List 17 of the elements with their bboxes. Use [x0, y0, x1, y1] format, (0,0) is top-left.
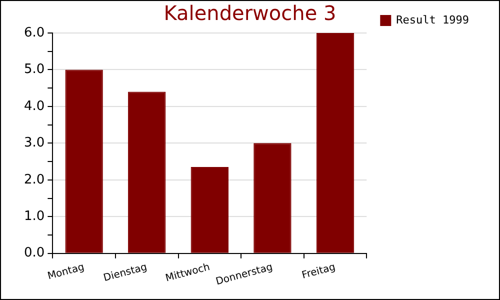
legend-label: Result 1999 — [396, 13, 470, 26]
chart-title: Kalenderwoche 3 — [164, 1, 336, 26]
bar — [190, 167, 228, 253]
y-tick-label: 0.0 — [24, 246, 45, 261]
bar — [316, 33, 354, 253]
y-tick-label: 2.0 — [24, 172, 45, 188]
x-tick-label: Montag — [46, 262, 86, 282]
bar — [254, 143, 292, 253]
y-tick-label: 4.0 — [24, 98, 45, 114]
y-tick-label: 6.0 — [24, 25, 45, 40]
y-tick-label: 3.0 — [24, 136, 45, 151]
y-tick-label: 1.0 — [24, 209, 45, 224]
y-tick-label: 5.0 — [24, 62, 45, 78]
x-tick-label: Freitag — [300, 262, 337, 282]
bar — [65, 70, 103, 253]
x-tick-label: Dienstag — [102, 262, 148, 284]
bar — [128, 92, 166, 253]
